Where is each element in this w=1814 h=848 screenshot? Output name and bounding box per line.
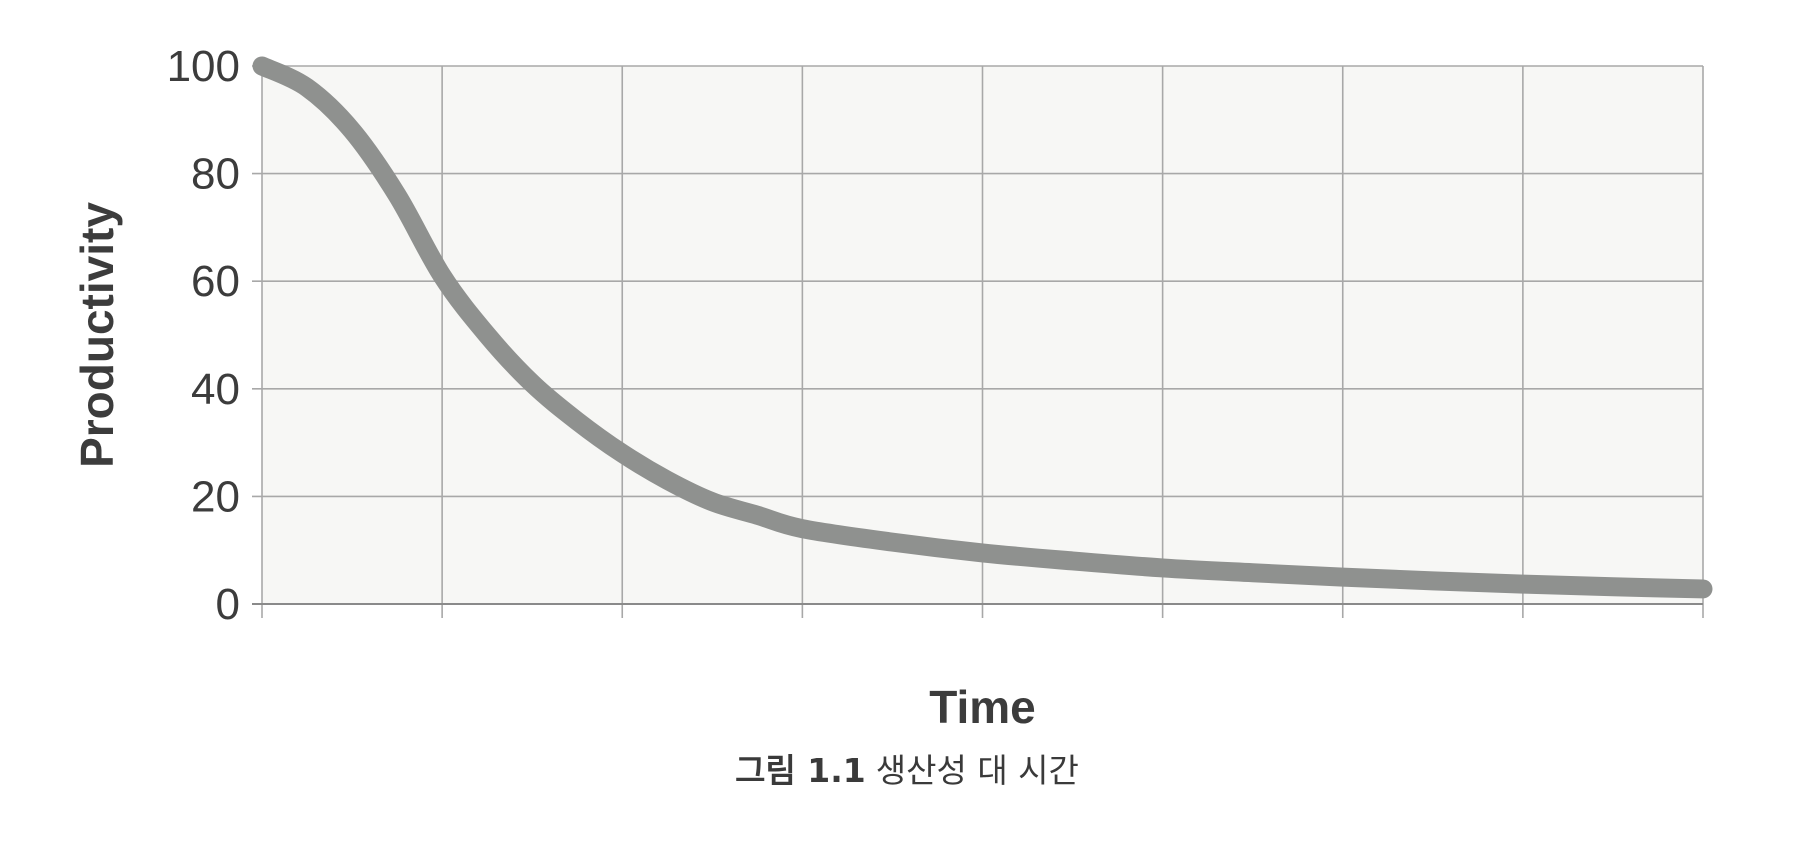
line-chart: 0 20 40 60 80 100 Time Productivity [71, 42, 1713, 733]
x-axis-title: Time [929, 681, 1036, 733]
caption-text: 생산성 대 시간 [875, 751, 1079, 790]
y-tick-label-20: 20 [191, 472, 240, 521]
y-tick-label-40: 40 [191, 365, 240, 414]
series-line-0 [252, 56, 1713, 599]
figure-number: 그림 1.1 [735, 751, 866, 790]
y-tick-label-80: 80 [191, 150, 240, 199]
y-tick-label-60: 60 [191, 257, 240, 306]
y-tick-label-100: 100 [167, 42, 240, 91]
y-tick-label-0: 0 [216, 580, 240, 629]
y-axis-title: Productivity [71, 202, 123, 468]
figure-caption: 그림 1.1 생산성 대 시간 [0, 754, 1814, 787]
